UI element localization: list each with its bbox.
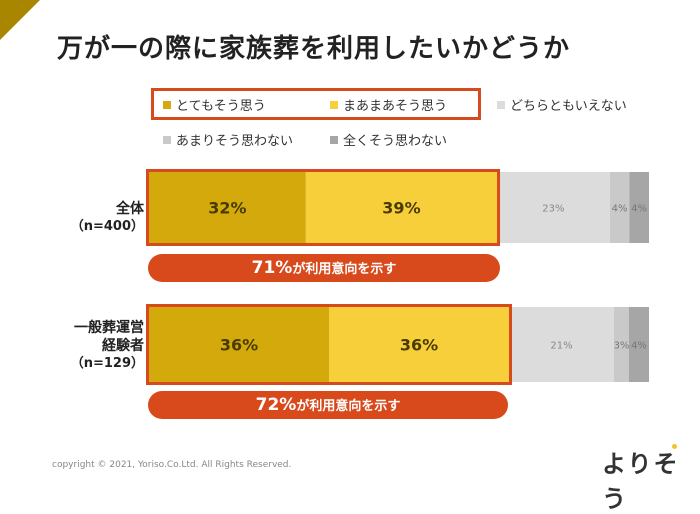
bar-segment-0-1 xyxy=(305,172,498,243)
data-label-1-2: 21% xyxy=(550,341,572,352)
copyright-text: copyright © 2021, Yoriso.Co.Ltd. All Rig… xyxy=(52,460,292,470)
legend-label-4: あまりそう思わない xyxy=(176,134,294,149)
legend-label-2: まあまあそう思う xyxy=(343,99,448,114)
stacked-bar-chart: 32% 39% 23% 4% 4%36% 36% 21% 3% 4% xyxy=(146,169,649,385)
legend-item-4: あまりそう思わない xyxy=(163,130,293,149)
bar-segment-1-4 xyxy=(629,307,649,382)
bar-segment-1-3 xyxy=(614,307,629,382)
category-label-all: 全体 （n=400） xyxy=(40,200,144,236)
callout-text-all: が利用意向を示す xyxy=(292,262,397,277)
callout-pill-all: 71%が利用意向を示す xyxy=(148,254,500,282)
data-label-0-1: 39% xyxy=(382,199,420,218)
bar-segment-0-3 xyxy=(609,172,630,243)
data-label-0-3: 4% xyxy=(612,204,628,215)
legend-swatch-4 xyxy=(163,135,171,144)
category-name-all: 全体 xyxy=(116,201,144,217)
legend-swatch-5 xyxy=(330,135,338,144)
bar-segment-1-2 xyxy=(509,307,614,382)
data-label-0-0: 32% xyxy=(208,199,246,218)
brand-logo-dot xyxy=(672,444,677,449)
category-n-all: （n=400） xyxy=(70,219,144,234)
legend-swatch-1 xyxy=(163,100,171,109)
callout-text-experienced: が利用意向を示す xyxy=(296,399,401,414)
legend-highlight-box xyxy=(151,88,481,120)
callout-pill-experienced: 72%が利用意向を示す xyxy=(148,391,508,419)
bar-segment-1-1 xyxy=(329,307,509,382)
category-name-experienced-line2: 経験者 xyxy=(102,338,144,354)
callout-value-experienced: 72% xyxy=(255,395,297,415)
data-label-1-3: 3% xyxy=(614,341,630,352)
category-name-experienced-line1: 一般葬運営 xyxy=(74,320,144,336)
legend-item-5: 全くそう思わない xyxy=(330,130,447,149)
legend-swatch-2 xyxy=(330,100,338,109)
data-label-0-4: 4% xyxy=(631,204,647,215)
data-label-1-0: 36% xyxy=(220,336,258,355)
bar-highlight-1 xyxy=(146,304,512,385)
legend-label-1: とてもそう思う xyxy=(176,99,266,114)
legend-label-5: 全くそう思わない xyxy=(343,134,448,149)
category-n-experienced: （n=129） xyxy=(70,356,144,371)
legend-item-2: まあまあそう思う xyxy=(330,95,447,114)
category-label-experienced: 一般葬運営 経験者 （n=129） xyxy=(40,319,144,373)
bar-segment-1-0 xyxy=(149,307,329,382)
legend-label-3: どちらともいえない xyxy=(510,99,627,114)
corner-decoration xyxy=(0,0,40,40)
legend-swatch-3 xyxy=(497,100,505,109)
data-label-0-2: 23% xyxy=(542,204,564,215)
bar-segment-0-4 xyxy=(629,172,649,243)
brand-logo-text: よりそう xyxy=(602,450,680,513)
data-label-1-1: 36% xyxy=(400,336,438,355)
brand-logo: よりそう xyxy=(602,444,700,514)
bar-segment-0-2 xyxy=(497,172,610,243)
data-label-1-4: 4% xyxy=(631,341,647,352)
page-title: 万が一の際に家族葬を利用したいかどうか xyxy=(57,34,571,64)
legend-item-3: どちらともいえない xyxy=(497,95,627,114)
bar-highlight-0 xyxy=(146,169,501,246)
legend-item-1: とてもそう思う xyxy=(163,95,266,114)
callout-value-all: 71% xyxy=(251,258,293,278)
bar-segment-0-0 xyxy=(149,172,306,243)
